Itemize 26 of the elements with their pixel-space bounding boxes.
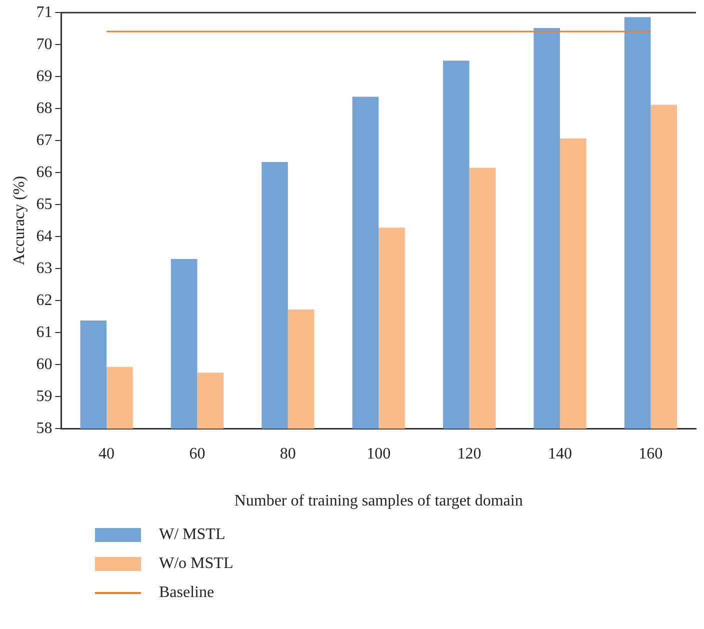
y-tick-label: 69 [36,68,52,85]
legend-label: W/ MSTL [159,526,226,544]
x-tick-label: 80 [280,445,296,462]
x-tick-label: 140 [548,445,572,462]
y-tick-label: 66 [36,164,52,181]
y-tick-label: 61 [36,324,52,341]
x-tick-label: 40 [98,445,115,462]
y-tick-label: 62 [36,292,52,309]
legend-label: Baseline [159,584,214,602]
y-tick-label: 60 [36,356,52,373]
legend-label: W/o MSTL [159,554,234,572]
y-tick-label: 63 [36,260,52,277]
y-tick-label: 65 [36,196,52,213]
y-tick-label: 71 [36,4,52,21]
x-tick-label: 60 [189,445,206,462]
y-tick-label: 58 [36,420,52,437]
x-axis-title: Number of training samples of target domain [234,492,523,510]
y-tick-label: 64 [36,228,52,245]
y-tick-label: 68 [36,100,52,117]
x-tick-label: 160 [638,445,663,462]
y-tick-label: 59 [36,388,52,405]
y-tick-label: 70 [36,36,52,53]
y-axis-title: Accuracy (%) [10,176,28,266]
y-tick-label: 67 [36,132,52,149]
x-tick-label: 120 [457,445,482,462]
x-tick-label: 100 [366,445,391,462]
